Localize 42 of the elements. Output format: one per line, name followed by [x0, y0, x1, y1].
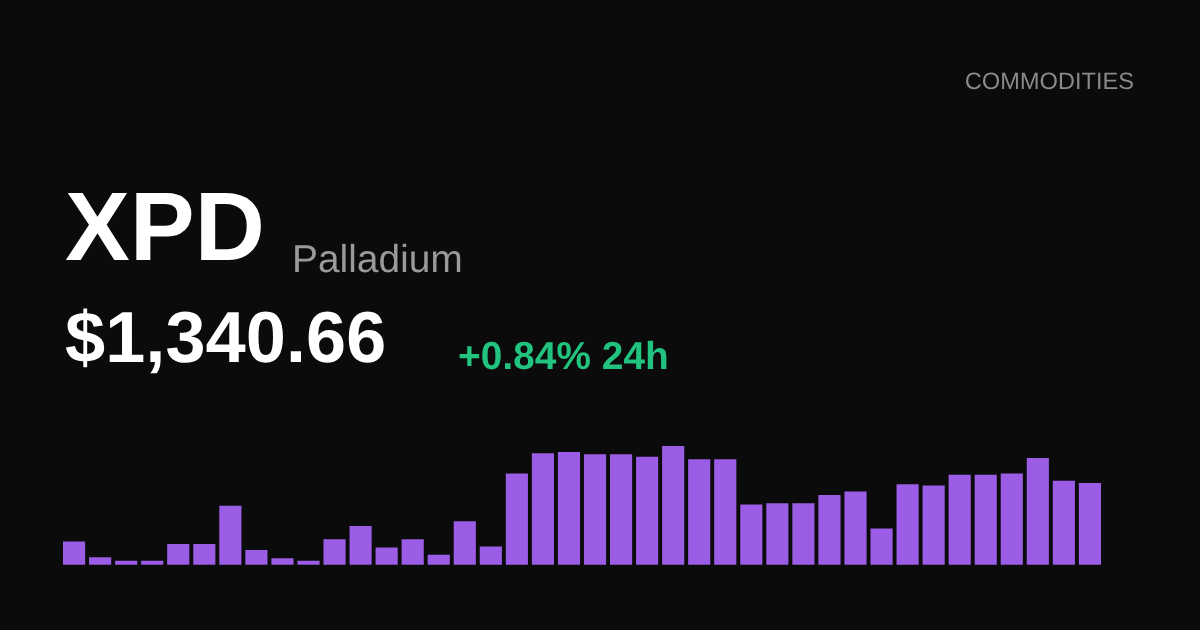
bar: [505, 473, 528, 566]
bar: [349, 526, 372, 566]
bar: [870, 528, 893, 566]
bar: [974, 474, 997, 566]
bar: [740, 504, 763, 566]
bar: [1078, 483, 1101, 566]
bar: [922, 485, 945, 566]
bar: [557, 451, 581, 566]
chart-title: XPD: [65, 193, 261, 260]
bar: [375, 547, 398, 566]
bar: [714, 459, 737, 566]
bar: [89, 557, 112, 566]
bar: [844, 491, 867, 566]
bar: [610, 454, 633, 566]
chart-subtitle: Palladium: [295, 243, 461, 273]
bar: [818, 494, 841, 566]
bar: [1052, 480, 1075, 566]
text: COMMODITIES: [965, 72, 1133, 90]
bar: [766, 503, 789, 566]
bar: [453, 521, 476, 566]
bar: [167, 543, 190, 566]
bar: [401, 539, 424, 566]
bar: [583, 454, 607, 566]
bar: [1000, 473, 1023, 566]
bar: [531, 453, 554, 566]
text: $1,340.66: [65, 308, 384, 374]
bar: [271, 558, 294, 566]
bar: [688, 459, 711, 566]
bar: [63, 541, 86, 566]
bar: [896, 484, 919, 566]
bar: [1026, 457, 1049, 566]
bar: [245, 549, 268, 566]
bar: [479, 546, 502, 566]
bar: [323, 539, 346, 566]
bar: [948, 474, 971, 566]
bar: [219, 505, 242, 566]
bar: [193, 543, 216, 566]
bar: [427, 554, 450, 566]
text: +0.84% 24h: [459, 340, 667, 370]
bar: [636, 456, 659, 566]
bar: [792, 503, 815, 566]
bar: [662, 446, 685, 566]
